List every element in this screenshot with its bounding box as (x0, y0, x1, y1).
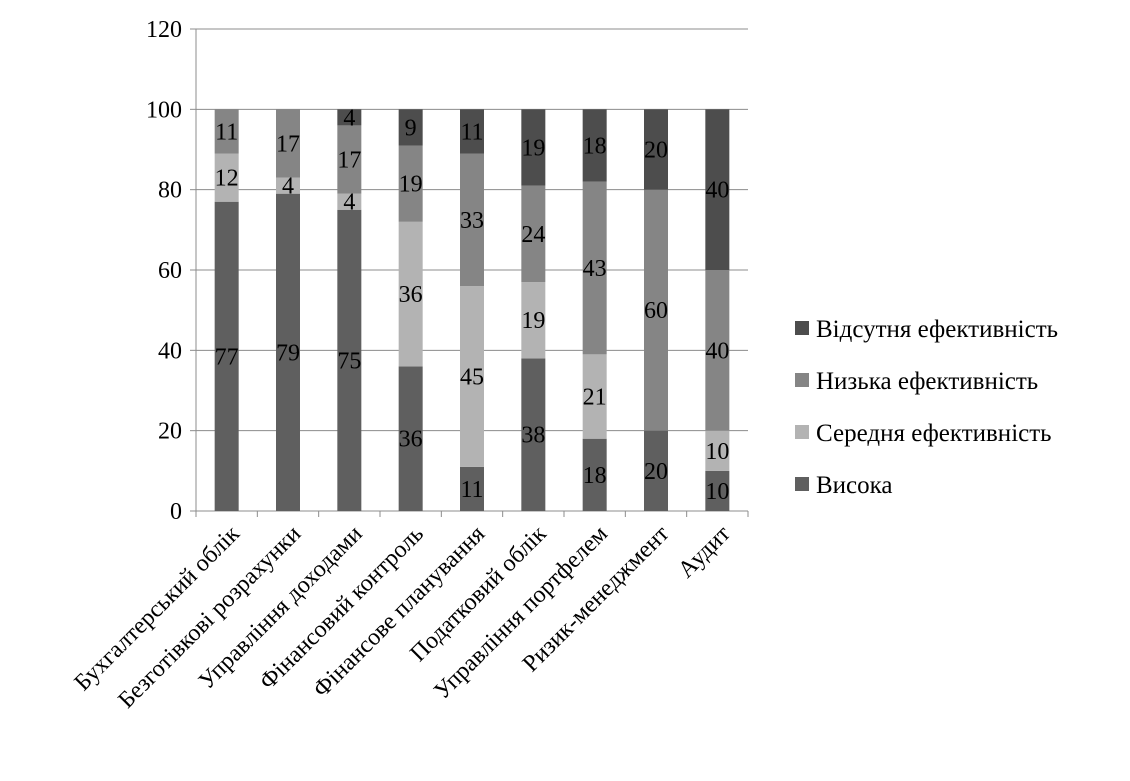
data-label: 10 (705, 439, 729, 465)
data-label: 11 (460, 119, 483, 145)
bars (214, 109, 730, 511)
bar-segment (582, 181, 607, 355)
data-label: 40 (705, 178, 729, 204)
bar-segment (398, 366, 423, 511)
bar-segment (582, 438, 607, 511)
bar-segment (521, 282, 546, 359)
data-label: 19 (521, 308, 545, 334)
y-tick-label: 40 (158, 338, 182, 364)
data-label: 10 (705, 479, 729, 505)
data-labels: 77 12 11 79 4 17 75 4 17 4 36 36 19 9 11 45 33 11 38 19 24 19… (215, 105, 730, 505)
data-label: 4 (282, 174, 294, 200)
data-label: 12 (215, 166, 239, 192)
bar-segment (460, 153, 484, 287)
bar-segment (460, 286, 484, 467)
bar-segment (398, 221, 423, 367)
legend-label: Низька ефективність (816, 368, 1038, 395)
data-label: 24 (521, 222, 545, 248)
bar-segment (582, 354, 607, 439)
data-label: 36 (399, 282, 423, 308)
data-label: 19 (521, 135, 545, 161)
data-label: 17 (276, 131, 300, 157)
bar-segment (521, 185, 546, 283)
bar-segment (337, 109, 362, 126)
bar-segment (337, 125, 362, 194)
y-tick-label: 80 (158, 178, 182, 204)
bar-segment (460, 466, 484, 511)
data-label: 77 (215, 344, 239, 370)
bar-segment (705, 470, 730, 511)
data-label: 19 (399, 172, 423, 198)
y-tick-label: 60 (158, 258, 182, 284)
bar-segment (276, 177, 300, 194)
bar-segment (521, 358, 546, 511)
data-label: 17 (337, 148, 361, 174)
y-tick-label: 0 (170, 499, 182, 525)
bar-segment (276, 109, 300, 178)
bar-segment (644, 189, 668, 431)
data-label: 79 (276, 340, 300, 366)
data-label: 43 (583, 256, 607, 282)
bar-segment (276, 193, 300, 511)
data-label: 21 (583, 385, 607, 411)
legend-swatch (795, 373, 809, 387)
legend-label: Висока (816, 472, 893, 499)
legend-swatch (795, 321, 809, 335)
y-tick-label: 120 (146, 17, 182, 43)
data-label: 60 (644, 298, 668, 324)
data-label: 75 (337, 348, 361, 374)
data-label: 9 (405, 115, 417, 141)
data-label: 40 (705, 338, 729, 364)
data-label: 38 (521, 423, 545, 449)
legend-swatch (795, 425, 809, 439)
bar-segment (705, 109, 730, 270)
bar-segment (705, 430, 730, 471)
data-label: 20 (644, 459, 668, 485)
bar-segment (214, 201, 239, 511)
legend-label: Відсутня ефективність (816, 316, 1058, 343)
data-label: 4 (343, 105, 355, 131)
bar-segment (460, 109, 484, 154)
y-tick-label: 100 (146, 97, 182, 123)
bar-segment (705, 270, 730, 431)
bar-segment (398, 145, 423, 222)
y-tick-label: 20 (158, 419, 182, 445)
data-label: 11 (215, 119, 238, 145)
data-label: 36 (399, 427, 423, 453)
bar-segment (398, 109, 423, 146)
bar-segment (214, 153, 239, 202)
bar-segment (214, 109, 239, 154)
data-label: 33 (460, 208, 484, 234)
bar-segment (521, 109, 546, 186)
bar-segment (644, 430, 668, 511)
x-tick-label: Аудит (673, 520, 736, 583)
data-label: 18 (583, 133, 607, 159)
data-label: 20 (644, 138, 668, 164)
bar-segment (644, 109, 668, 190)
data-label: 11 (460, 477, 483, 503)
bar-segment (337, 193, 362, 210)
legend: Відсутня ефективність Низька ефективність… (795, 316, 1058, 499)
bar-segment (582, 109, 607, 182)
legend-swatch (795, 477, 809, 491)
bar-segment (337, 209, 362, 511)
data-label: 4 (343, 190, 355, 216)
legend-label: Середня ефективність (816, 420, 1052, 447)
data-label: 18 (583, 463, 607, 489)
data-label: 45 (460, 364, 484, 390)
